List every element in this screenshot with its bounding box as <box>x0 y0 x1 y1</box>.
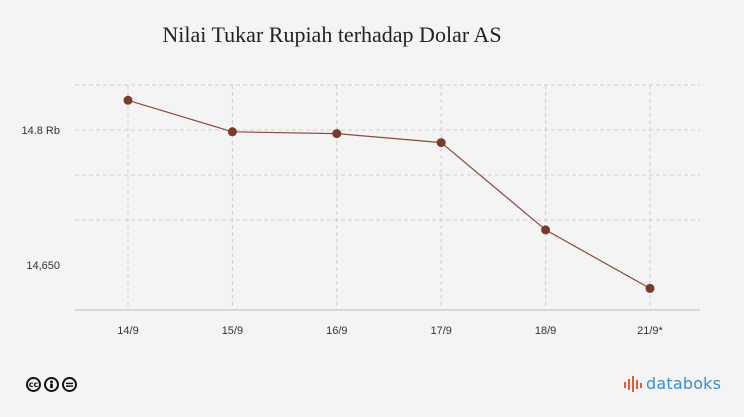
y-axis-ticks: 14,650 14.8 Rb <box>21 125 60 272</box>
by-icon <box>44 377 59 392</box>
y-tick-label: 14.8 Rb <box>21 125 60 137</box>
x-tick-label: 14/9 <box>117 325 138 337</box>
x-tick-label: 17/9 <box>430 325 451 337</box>
cc-icon: cc <box>26 377 41 392</box>
x-tick-label: 16/9 <box>326 325 347 337</box>
series-group <box>123 95 655 293</box>
license-icons: cc <box>26 377 77 392</box>
data-point-16-9[interactable] <box>332 129 342 139</box>
x-tick-label: 21/9* <box>637 325 663 337</box>
data-point-21-9-[interactable] <box>645 283 655 293</box>
data-point-15-9[interactable] <box>227 127 237 137</box>
y-tick-label: 14,650 <box>26 260 60 272</box>
nd-icon <box>62 377 77 392</box>
x-tick-label: 15/9 <box>222 325 243 337</box>
databoks-logo-icon <box>624 375 642 392</box>
chart-grid <box>75 84 700 310</box>
chart-title: Nilai Tukar Rupiah terhadap Dolar AS <box>162 22 502 47</box>
brand-logo[interactable]: databoks <box>624 374 721 393</box>
data-point-18-9[interactable] <box>541 225 551 235</box>
x-axis-ticks: 14/9 15/9 16/9 17/9 18/9 21/9* <box>117 325 663 337</box>
brand-name: databoks <box>646 374 722 393</box>
series-line <box>127 99 651 289</box>
data-point-17-9[interactable] <box>436 138 446 148</box>
x-tick-label: 18/9 <box>535 325 556 337</box>
data-point-14-9[interactable] <box>123 95 133 105</box>
